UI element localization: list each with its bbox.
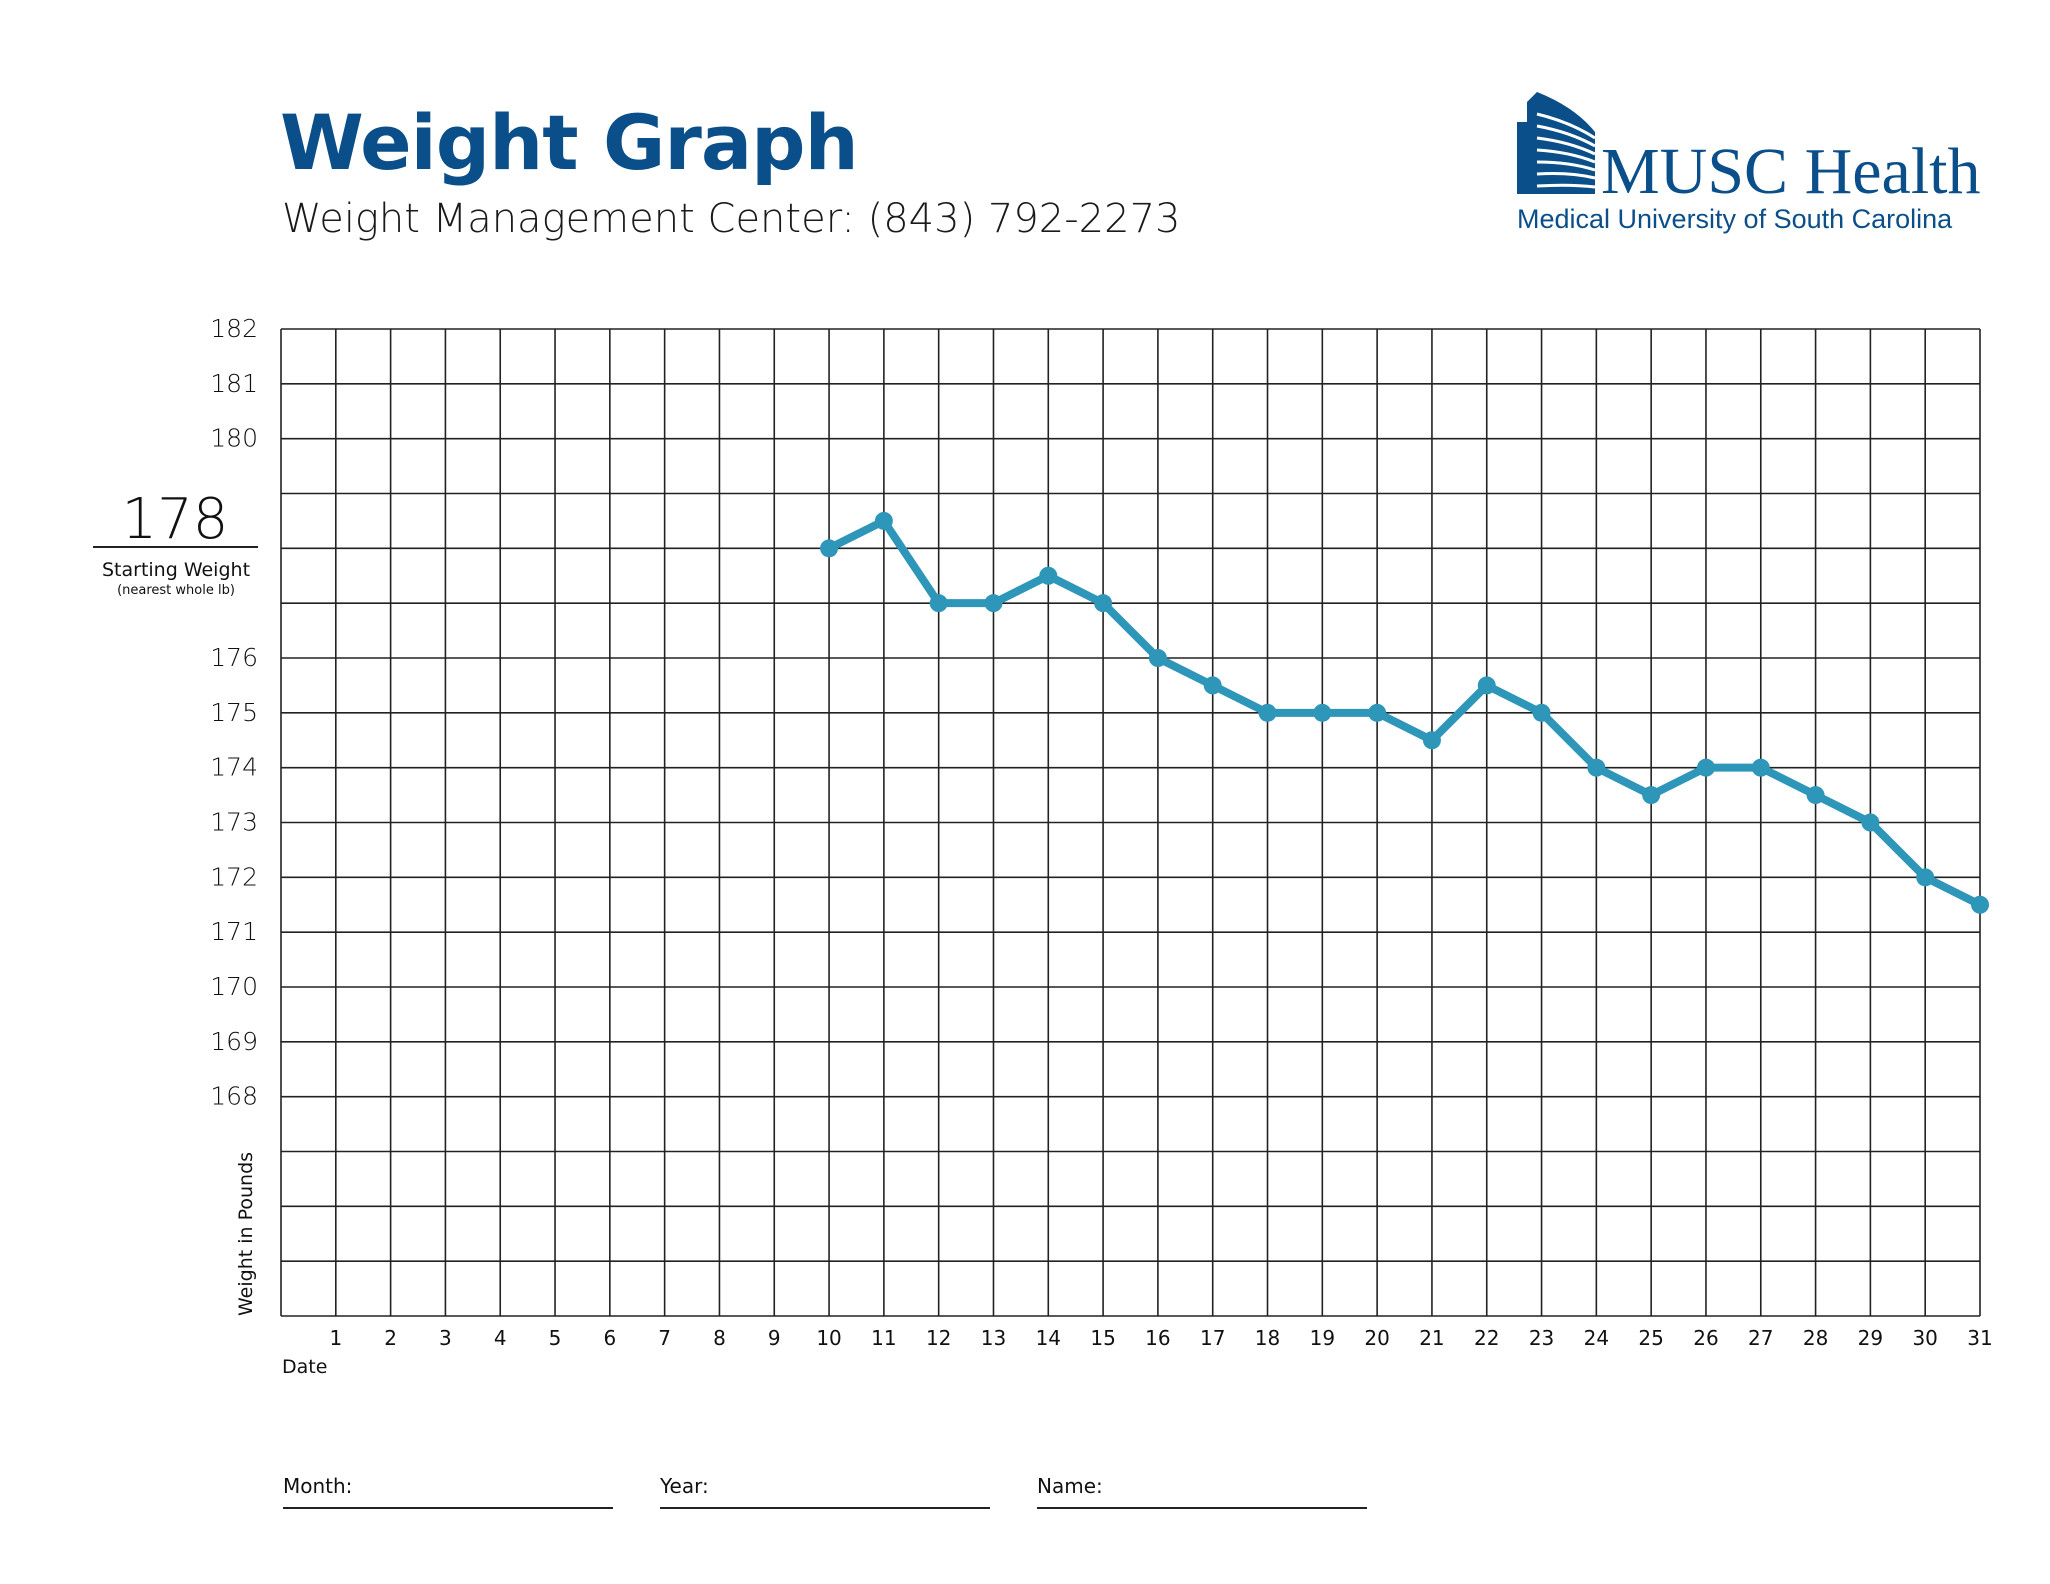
x-tick-label: 18 [1255,1326,1280,1350]
musc-health-logo: MUSC Health Medical University of South … [1515,92,1995,242]
data-point [1422,731,1441,750]
year-field[interactable] [660,1507,990,1509]
month-label: Month: [283,1474,353,1498]
y-tick-label: 168 [210,1082,258,1111]
x-tick-label: 28 [1803,1326,1828,1350]
y-tick-label: 180 [210,424,258,453]
page-subtitle: Weight Management Center: (843) 792-2273 [282,196,1181,242]
data-point [1532,703,1551,722]
data-point [1094,594,1113,613]
x-tick-label: 17 [1200,1326,1225,1350]
y-tick-labels: 182 181 180 176 175 174 173 172 171 170 169 168 [210,314,258,1111]
x-tick-label: 30 [1912,1326,1937,1350]
data-point [1039,566,1058,585]
data-point [984,594,1003,613]
data-point [820,539,839,558]
x-axis-label: Date [282,1356,327,1378]
data-point [1806,786,1825,805]
data-point [1861,813,1880,832]
y-tick-label: 175 [210,698,258,727]
y-tick-label: 181 [210,369,258,398]
weight-line [827,516,1982,909]
logo-tagline: Medical University of South Carolina [1517,204,1953,234]
x-tick-label: 23 [1529,1326,1554,1350]
chart-grid [280,328,1981,1317]
x-tick-label: 20 [1364,1326,1389,1350]
data-point [1368,703,1387,722]
data-point [1751,758,1770,777]
x-tick-label: 11 [871,1326,896,1350]
y-axis-label: Weight in Pounds [235,1152,257,1316]
x-tick-label: 12 [926,1326,951,1350]
x-tick-label: 19 [1310,1326,1335,1350]
data-point [1587,758,1606,777]
x-tick-label: 5 [549,1326,562,1350]
data-point [1696,758,1715,777]
x-tick-label: 14 [1036,1326,1061,1350]
x-tick-label: 31 [1967,1326,1992,1350]
x-tick-label: 21 [1419,1326,1444,1350]
y-tick-label: 171 [210,917,258,946]
page-title: Weight Graph [280,98,859,187]
data-point [929,594,948,613]
x-tick-labels: 1 2 3 4 5 6 7 8 9 10 11 12 13 14 15 16 17 18 19 20 21 22 23 24 2… [329,1326,1992,1350]
y-tick-label: 170 [210,972,258,1001]
x-tick-label: 26 [1693,1326,1718,1350]
x-tick-label: 7 [658,1326,671,1350]
data-point [1203,676,1222,695]
data-point [1258,703,1277,722]
data-point [1148,649,1167,667]
x-tick-label: 6 [603,1326,616,1350]
x-tick-label: 24 [1584,1326,1609,1350]
x-tick-label: 25 [1638,1326,1663,1350]
starting-weight-label: Starting Weight [102,559,250,581]
building-icon: MUSC Health Medical University of South … [1517,92,1981,234]
starting-weight-note: (nearest whole lb) [117,583,235,598]
x-tick-label: 15 [1090,1326,1115,1350]
x-tick-label: 13 [981,1326,1006,1350]
name-label: Name: [1037,1474,1103,1498]
starting-weight-value: 178 [122,487,229,552]
data-point [1642,786,1661,805]
month-field[interactable] [283,1507,613,1509]
y-tick-label: 169 [210,1027,258,1056]
weight-series [820,511,1989,914]
data-point [1916,868,1935,887]
x-tick-label: 8 [713,1326,726,1350]
x-tick-label: 9 [768,1326,781,1350]
year-label: Year: [660,1474,709,1498]
x-tick-label: 2 [384,1326,397,1350]
data-point [874,511,893,530]
y-tick-label: 182 [210,314,258,343]
data-point [1971,895,1989,914]
x-tick-label: 27 [1748,1326,1773,1350]
x-tick-label: 22 [1474,1326,1499,1350]
y-tick-label: 173 [210,808,258,837]
data-point [1477,676,1496,695]
data-point [1313,703,1332,722]
y-tick-label: 174 [210,753,258,782]
logo-name: MUSC Health [1601,135,1981,208]
x-tick-label: 10 [816,1326,841,1350]
name-field[interactable] [1037,1507,1367,1509]
x-tick-label: 4 [494,1326,507,1350]
x-tick-label: 3 [439,1326,452,1350]
x-tick-label: 29 [1858,1326,1883,1350]
y-tick-label: 176 [210,643,258,672]
y-tick-label: 172 [210,862,258,891]
x-tick-label: 1 [329,1326,342,1350]
x-tick-label: 16 [1145,1326,1170,1350]
